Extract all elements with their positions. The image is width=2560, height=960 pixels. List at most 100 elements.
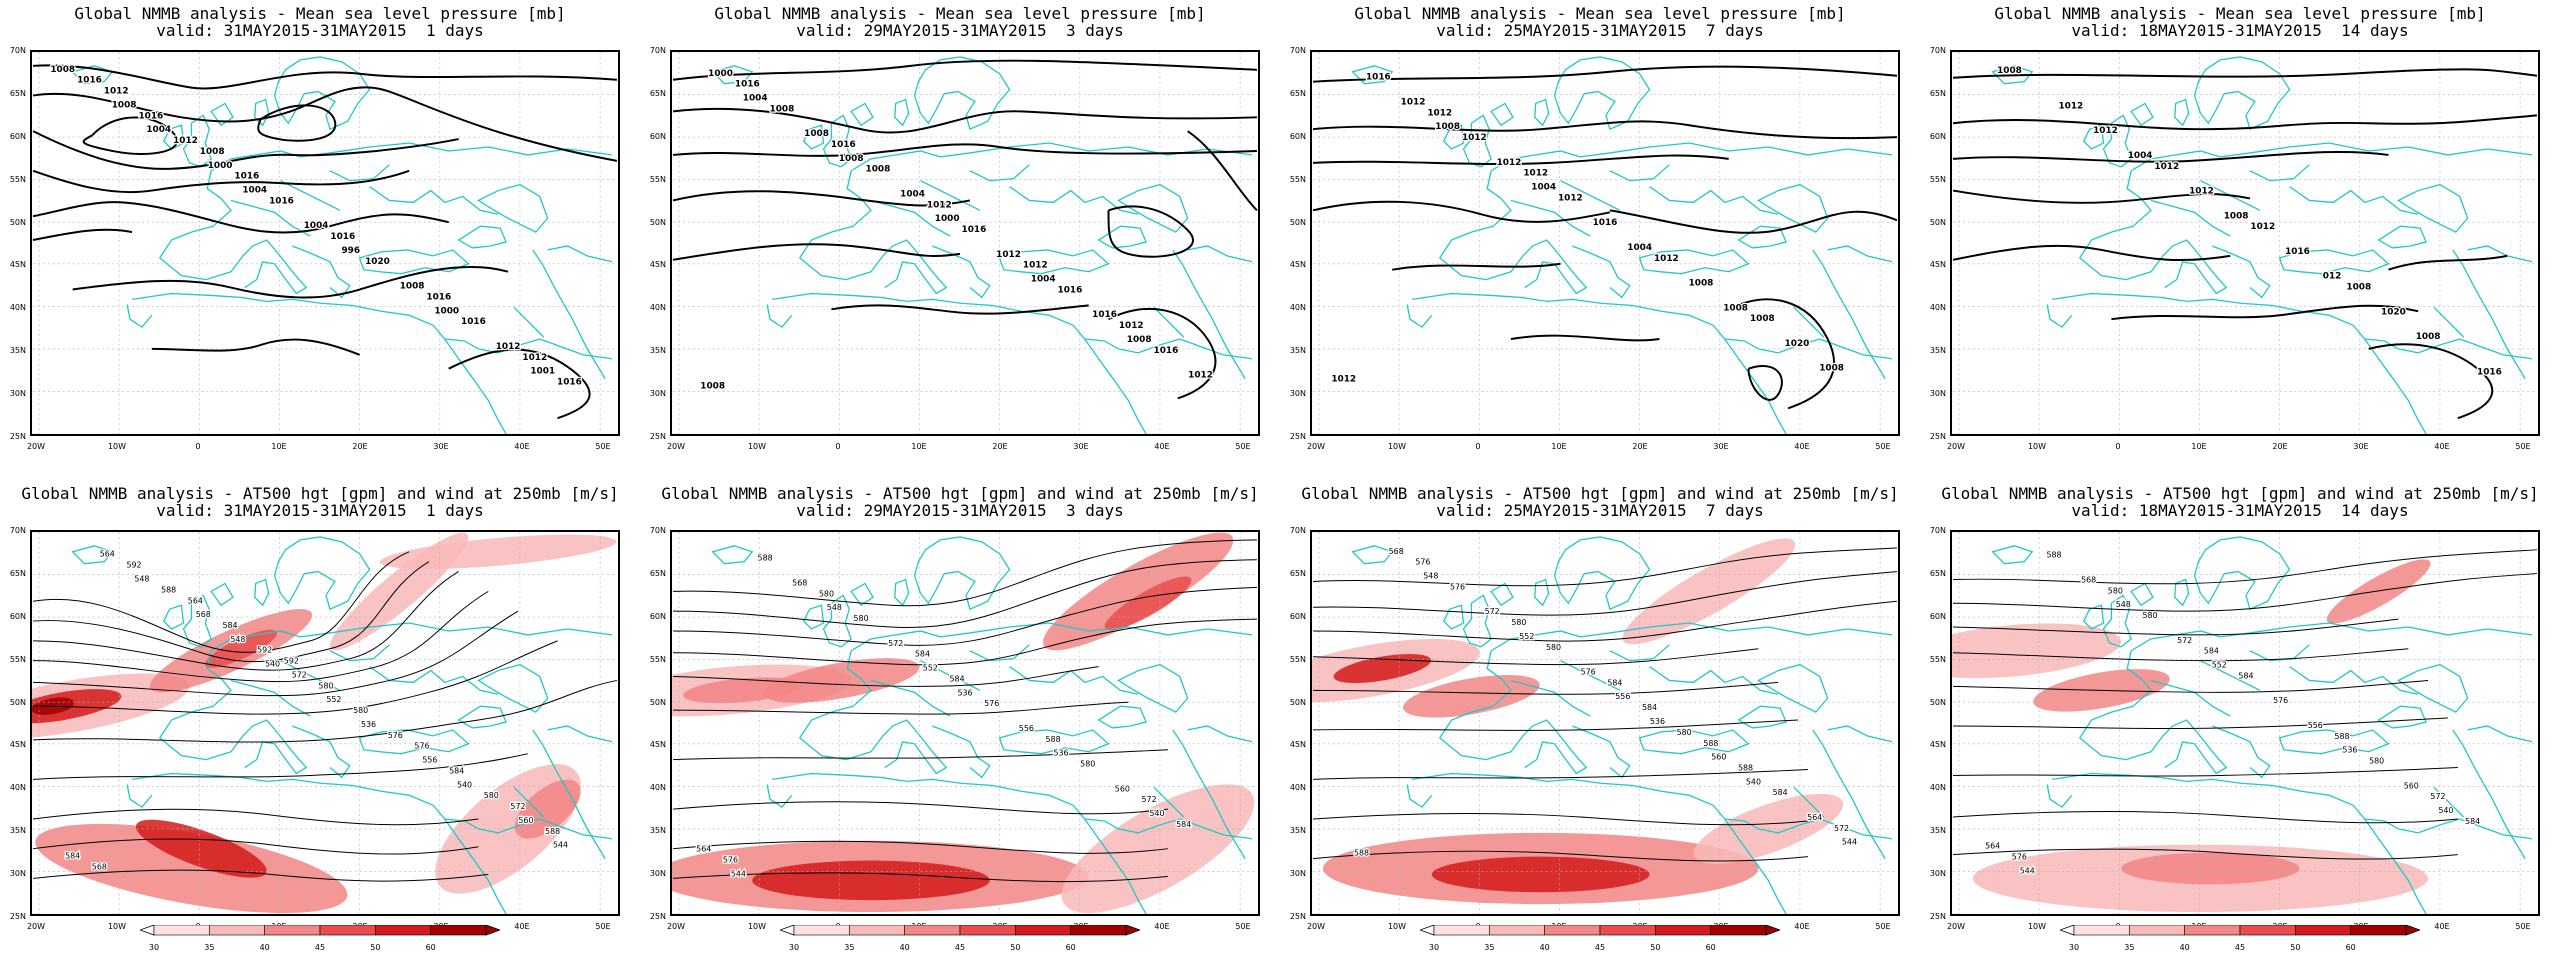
contour-label: 584 bbox=[950, 674, 965, 683]
isobar bbox=[1510, 334, 1660, 342]
lat-tick-label: 50N bbox=[1289, 218, 1306, 227]
lon-tick-label: 30E bbox=[433, 442, 449, 451]
lon-tick-label: 20E bbox=[992, 442, 1008, 451]
contour-label: 556 bbox=[2308, 721, 2323, 730]
colorbar-tick-label: 40 bbox=[1539, 943, 1550, 952]
contour-label: 552 bbox=[1519, 632, 1534, 641]
contour-label: 576 bbox=[2273, 696, 2288, 705]
height-contour bbox=[32, 808, 479, 826]
lat-tick-label: 40N bbox=[1929, 783, 1946, 792]
height-contour bbox=[673, 586, 1257, 646]
lat-tick-label: 60N bbox=[649, 612, 666, 621]
contour-label: 1016 bbox=[269, 196, 294, 206]
contour-label: 572 bbox=[1834, 824, 1849, 833]
panel-title: Global NMMB analysis - Mean sea level pr… bbox=[714, 4, 1206, 23]
lat-tick-label: 45N bbox=[9, 260, 26, 269]
isobar bbox=[1747, 365, 1783, 401]
lon-tick-label: 50E bbox=[2515, 922, 2531, 931]
contour-label: 1012 bbox=[2093, 126, 2118, 136]
lon-tick-label: 50E bbox=[595, 922, 611, 931]
colorbar-tick-label: 30 bbox=[2068, 943, 2080, 952]
contour-labels: 540 536 540 544 548 548 552 556 560 564 568 572 576 5… bbox=[64, 549, 569, 873]
contour-label: 588 bbox=[2334, 732, 2349, 741]
contour-label: 1012 bbox=[1331, 375, 1356, 385]
lon-tick-label: 20W bbox=[666, 442, 686, 451]
lat-tick-label: 60N bbox=[1289, 132, 1306, 141]
wind-shade-area bbox=[1403, 675, 1540, 718]
lon-tick-label: 10W bbox=[747, 922, 767, 931]
geopotential-contours bbox=[673, 539, 1257, 883]
lat-tick-label: 25N bbox=[649, 912, 666, 921]
lat-tick-label: 25N bbox=[9, 432, 26, 441]
lon-tick-label: 20W bbox=[26, 922, 46, 931]
lon-tick-label: 50E bbox=[2515, 442, 2531, 451]
contour-label: 556 bbox=[1019, 724, 1034, 733]
map-frame: 536 536 540 544 548 552 556 560 564 568 572 576 580 5… bbox=[650, 526, 1260, 931]
contour-label: 1008 bbox=[50, 65, 75, 75]
contour-label: 548 bbox=[230, 635, 245, 644]
lat-tick-label: 70N bbox=[9, 46, 26, 55]
contour-label: 568 bbox=[1389, 547, 1404, 556]
contour-label: 576 bbox=[984, 699, 999, 708]
contour-label: 572 bbox=[2177, 636, 2192, 645]
contour-label: 1020 bbox=[365, 257, 390, 267]
height-contour bbox=[1313, 547, 1897, 587]
height-contour bbox=[1953, 648, 2409, 662]
lon-tick-label: 0 bbox=[2115, 442, 2121, 451]
contour-label: 544 bbox=[553, 841, 568, 850]
height-contour bbox=[673, 666, 1099, 687]
height-contour bbox=[1953, 618, 2399, 636]
height-contour bbox=[33, 571, 459, 671]
lon-tick-label: 40E bbox=[2434, 442, 2450, 451]
contour-label: 1016 bbox=[2477, 368, 2502, 378]
lat-tick-label: 50N bbox=[9, 698, 26, 707]
panel-title: Global NMMB analysis - AT500 hgt [gpm] a… bbox=[21, 484, 619, 503]
contour-label: 576 bbox=[388, 731, 403, 740]
panel-title: Global NMMB analysis - Mean sea level pr… bbox=[1354, 4, 1846, 23]
contour-label: 1004 bbox=[1531, 183, 1556, 193]
contour-label: 1012 bbox=[927, 200, 952, 210]
colorbar-tick-label: 60 bbox=[2345, 943, 2356, 952]
contour-label: 564 bbox=[696, 845, 711, 854]
lat-tick-label: 40N bbox=[1929, 303, 1946, 312]
contour-label: 576 bbox=[2012, 853, 2027, 862]
contour-label: 588 bbox=[1354, 849, 1369, 858]
isobar bbox=[1952, 244, 2231, 262]
lat-tick-label: 25N bbox=[1289, 432, 1306, 441]
lon-tick-label: 40E bbox=[2434, 922, 2450, 931]
lat-tick-label: 30N bbox=[649, 869, 666, 878]
isobar bbox=[32, 64, 618, 90]
contour-label: 1012 bbox=[1497, 158, 1522, 168]
contour-label: 572 bbox=[1485, 607, 1500, 616]
map-frame: 536 540 544 548 552 556 560 564 568 572 576 580 584 5… bbox=[1290, 526, 1900, 931]
contour-label: 572 bbox=[510, 802, 525, 811]
contour-label: 1008 bbox=[1723, 303, 1748, 313]
lat-tick-label: 60N bbox=[1929, 612, 1946, 621]
lon-tick-label: 10E bbox=[2191, 442, 2207, 451]
contour-label: 576 bbox=[1450, 582, 1465, 591]
colorbar-tick-label: 60 bbox=[425, 943, 436, 952]
contour-label: 1008 bbox=[700, 381, 725, 391]
wind-colorbar: 30 35 40 45 50 60 bbox=[2060, 925, 2420, 955]
height-contour bbox=[673, 749, 1168, 761]
contour-label: 1008 bbox=[1750, 314, 1775, 324]
lat-tick-label: 30N bbox=[1929, 869, 1946, 878]
panel-valid-period: valid: 18MAY2015-31MAY2015 14 days bbox=[2071, 501, 2409, 520]
lon-tick-label: 0 bbox=[1475, 442, 1481, 451]
lon-tick-label: 20E bbox=[352, 442, 368, 451]
contour-label: 544 bbox=[731, 869, 746, 878]
height-contour bbox=[1313, 719, 1799, 731]
colorbar-tick-label: 40 bbox=[259, 943, 270, 952]
lat-tick-label: 30N bbox=[1929, 389, 1946, 398]
contour-label: 1004 bbox=[146, 125, 171, 135]
contour-label: 536 bbox=[957, 688, 972, 697]
contour-label: 536 bbox=[361, 720, 376, 729]
contour-label: 1000 bbox=[708, 69, 733, 79]
lat-tick-label: 70N bbox=[1289, 46, 1306, 55]
isobar bbox=[1952, 150, 2389, 163]
contour-label: 1004 bbox=[1627, 243, 1652, 253]
contour-label: 1012 bbox=[1654, 254, 1679, 264]
isobar bbox=[672, 59, 1257, 81]
contour-label: 548 bbox=[134, 574, 149, 583]
contour-label: 1000 bbox=[434, 306, 459, 316]
